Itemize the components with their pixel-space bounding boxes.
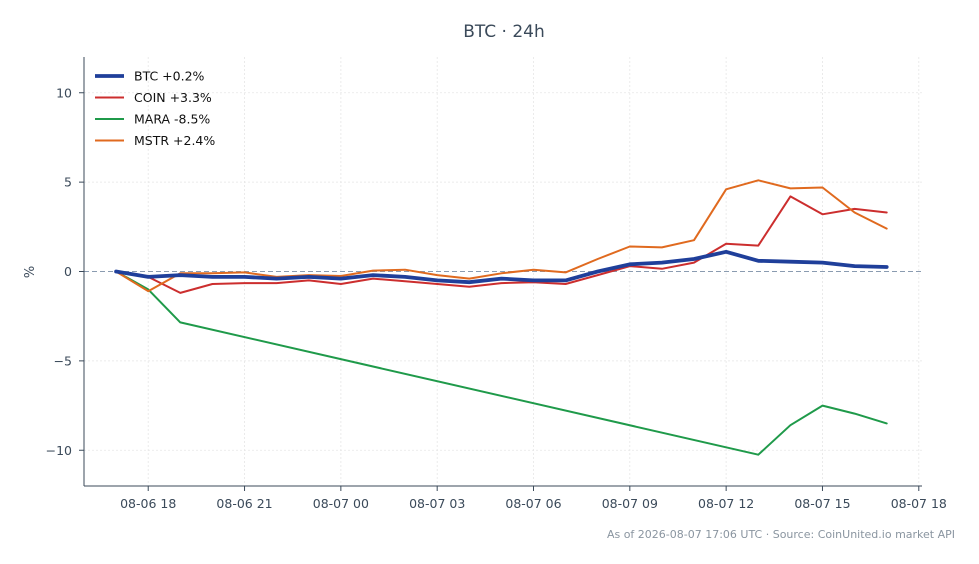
series-layer	[114, 179, 889, 456]
x-tick-label: 08-07 15	[794, 496, 850, 511]
footer-source: As of 2026-08-07 17:06 UTC · Source: Coi…	[607, 528, 955, 541]
y-tick-label: 10	[56, 85, 72, 100]
y-tick-label: −10	[46, 443, 72, 458]
y-tick-label: −5	[54, 353, 72, 368]
x-tick-label: 08-06 18	[120, 496, 176, 511]
legend-label: MSTR +2.4%	[134, 133, 215, 148]
series-line-coin	[115, 195, 888, 294]
legend-label: MARA -8.5%	[134, 112, 210, 127]
chart-title: BTC · 24h	[463, 22, 545, 42]
y-ticks: 10 5 0 −5 −10	[46, 85, 84, 458]
series-line-btc	[114, 249, 889, 285]
x-tick-label: 08-07 09	[602, 496, 658, 511]
legend: BTC +0.2% COIN +3.3% MARA -8.5% MSTR +2.4%	[95, 69, 215, 148]
y-tick-label: 5	[64, 175, 72, 190]
y-axis-label: %	[23, 266, 38, 278]
x-tick-label: 08-07 18	[891, 496, 947, 511]
grid	[84, 57, 922, 486]
x-tick-label: 08-07 12	[698, 496, 754, 511]
x-tick-label: 08-07 00	[313, 496, 369, 511]
series-line-mara	[115, 270, 888, 456]
x-tick-label: 08-06 21	[216, 496, 272, 511]
y-tick-label: 0	[64, 264, 72, 279]
x-tick-label: 08-07 06	[505, 496, 561, 511]
x-ticks: 08-06 18 08-06 21 08-07 00 08-07 03 08-07 06…	[120, 486, 947, 511]
series-line-mstr	[115, 179, 888, 293]
legend-label: COIN +3.3%	[134, 90, 212, 105]
x-tick-label: 08-07 03	[409, 496, 465, 511]
legend-label: BTC +0.2%	[134, 69, 205, 84]
